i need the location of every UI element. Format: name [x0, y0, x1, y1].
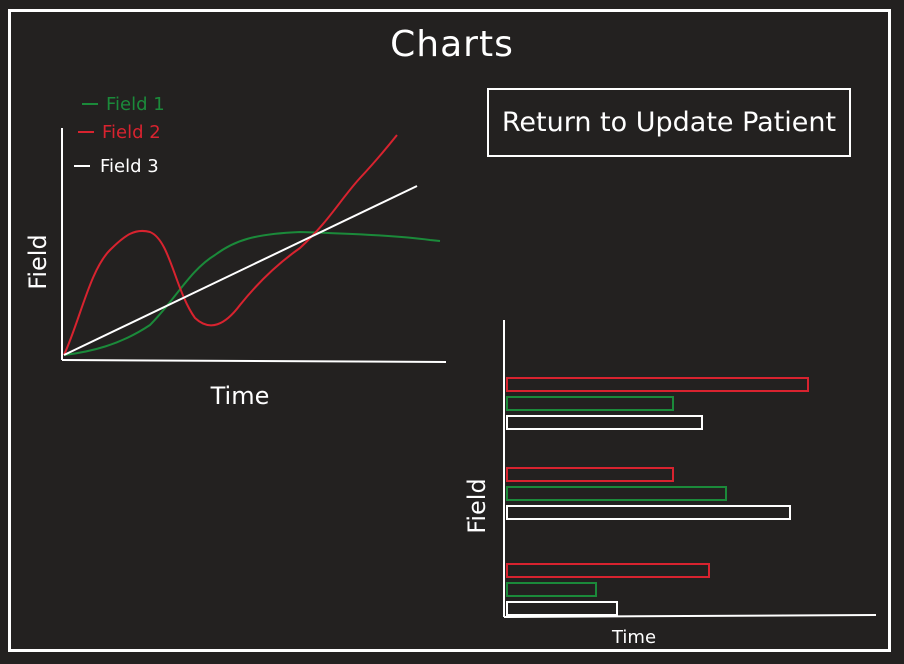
return-to-update-patient-button[interactable]: Return to Update Patient: [487, 88, 851, 157]
bar-group-3-bar-2: [506, 582, 597, 597]
bar-marks: [506, 377, 809, 616]
line-chart-x-label: Time: [210, 382, 270, 410]
line-chart: Field 1 Field 2 Field 3 Time Field: [24, 94, 447, 410]
bar-group-3-bar-1: [506, 563, 710, 578]
legend-label-field-1: Field 1: [106, 94, 165, 115]
line-chart-y-label: Field: [24, 234, 52, 289]
series-line-field-1: [63, 230, 441, 356]
bar-chart-y-label: Field: [463, 478, 491, 533]
series-line-field-3: [63, 185, 418, 356]
bar-group-3-bar-3: [506, 601, 618, 616]
line-chart-legend: Field 1 Field 2 Field 3: [74, 94, 165, 177]
bar-group-1-bar-1: [506, 377, 809, 392]
bar-group-1-bar-3: [506, 415, 703, 430]
bar-group-2-bar-2: [506, 486, 727, 501]
bar-chart: Time Field: [463, 320, 877, 648]
bar-group-2-bar-1: [506, 467, 674, 482]
line-chart-x-axis: [61, 359, 447, 363]
legend-label-field-2: Field 2: [102, 122, 161, 143]
legend-label-field-3: Field 3: [100, 156, 159, 177]
bar-chart-x-label: Time: [611, 627, 656, 648]
bar-group-2-bar-3: [506, 505, 791, 520]
bar-group-1-bar-2: [506, 396, 674, 411]
page-frame: [8, 9, 891, 652]
page-title: Charts: [390, 24, 514, 65]
bar-chart-x-axis: [503, 614, 877, 618]
series-line-field-2: [63, 134, 398, 356]
